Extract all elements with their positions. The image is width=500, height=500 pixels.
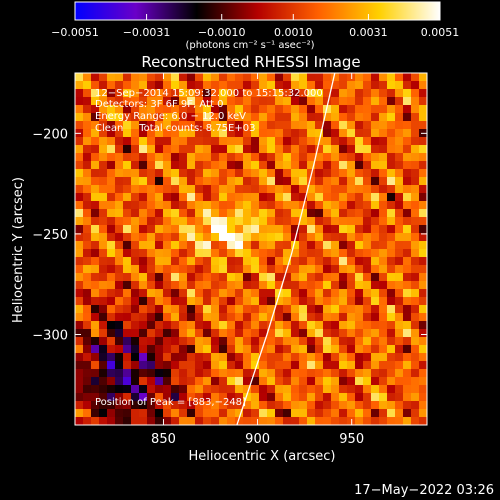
colorbar — [74, 1, 441, 21]
annotation-peak: Position of Peak = [883,−248] — [95, 397, 246, 408]
x-tick-label: 900 — [245, 432, 270, 447]
x-axis-label: Heliocentric X (arcsec) — [189, 449, 336, 464]
heatmap-image — [75, 73, 427, 425]
axis-ticks: 850 900 950 −200 −250 −300 — [32, 73, 427, 447]
footer-timestamp: 17−May−2022 03:26 — [354, 483, 494, 498]
x-tick-label: 950 — [339, 432, 364, 447]
colorbar-tick-label: 0.0010 — [274, 26, 313, 39]
colorbar-tick-label: −0.0031 — [123, 26, 171, 39]
annotation-time: 12−Sep−2014 15:09:32.000 to 15:15:32.000 — [95, 88, 323, 99]
colorbar-tick-label: −0.0051 — [51, 26, 99, 39]
y-tick-label: −250 — [32, 228, 68, 243]
colorbar-tick-label: 0.0051 — [421, 26, 460, 39]
y-tick-label: −300 — [32, 328, 68, 343]
annotation-energy: Energy Range: 6.0 − 12.0 keV — [95, 111, 246, 122]
colorbar-tick-label: 0.0031 — [349, 26, 388, 39]
colorbar-tick-label: −0.0010 — [198, 26, 246, 39]
annotation-clean: Clean Total counts: 8.75E+03 — [95, 123, 256, 134]
colorbar-ticks: −0.0051 −0.0031 −0.0010 0.0010 0.0031 0.0051 — [51, 14, 459, 39]
annotation-detectors: Detectors: 3F 6F 9F, Att 0 — [95, 99, 224, 110]
solar-limb-line — [236, 73, 336, 425]
chart-title: Reconstructed RHESSI Image — [141, 53, 361, 71]
x-tick-label: 850 — [151, 432, 176, 447]
colorbar-unit-label: (photons cm⁻² s⁻¹ asec⁻²) — [185, 40, 315, 51]
plot-frame — [74, 72, 428, 426]
y-tick-label: −200 — [32, 127, 68, 142]
y-axis-label: Heliocentric Y (arcsec) — [11, 177, 26, 323]
